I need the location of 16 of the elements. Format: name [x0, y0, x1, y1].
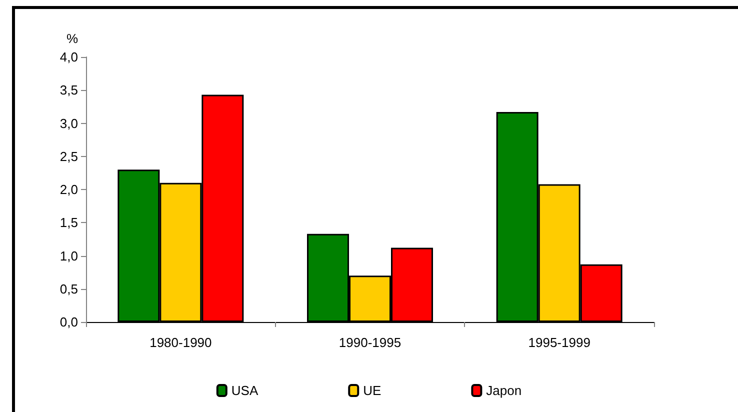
y-axis-title: % — [66, 31, 78, 46]
x-tick-label: 1990-1995 — [338, 335, 402, 350]
y-tick-label: 0,0 — [60, 314, 78, 330]
y-tick-label: 3,0 — [60, 116, 78, 131]
y-tick-label: 4,0 — [60, 50, 78, 64]
y-tick-label: 1,5 — [60, 215, 78, 230]
legend-label: UE — [363, 383, 382, 398]
y-tick-label: 1,0 — [60, 248, 78, 264]
x-tick-label: 1995-1999 — [528, 335, 590, 350]
y-tick-label: 2,0 — [60, 182, 78, 197]
y-tick-label: 3,5 — [60, 82, 78, 98]
y-tick-label: 2,5 — [60, 148, 78, 164]
legend-label: Japon — [486, 383, 522, 398]
x-tick-label: 1980-1990 — [150, 335, 212, 350]
y-tick-label: 0,5 — [60, 281, 78, 296]
legend-label: USA — [231, 383, 258, 398]
